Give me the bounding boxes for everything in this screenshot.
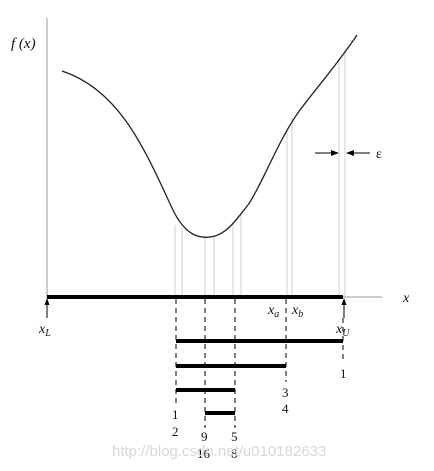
f-x-label: f (x): [11, 36, 36, 52]
iter-label-3: 3: [282, 385, 289, 400]
epsilon-label: ε: [376, 147, 382, 162]
iter-label-1-right: 1: [340, 366, 347, 381]
watermark: http://blog.csdn.net/u010182633: [112, 443, 326, 460]
iter-label-2: 2: [172, 424, 179, 439]
epsilon-right-arrowhead: [346, 150, 354, 156]
iter-label-5: 5: [231, 429, 238, 444]
iter-label-8: 8: [231, 446, 238, 461]
x-a-label: xa: [267, 303, 279, 320]
x-b-label: xb: [291, 303, 303, 320]
x-l-arrowhead: [44, 298, 50, 305]
x-l-label: xL: [38, 322, 51, 339]
function-curve: [61, 34, 358, 238]
guide-lines: [174, 50, 346, 296]
iter-label-4: 4: [282, 401, 289, 416]
iter-label-1: 1: [172, 407, 179, 422]
dashed-lines: [175, 299, 344, 428]
iter-label-9: 9: [201, 429, 208, 444]
x-u-arrowhead: [341, 298, 347, 305]
iter-label-16: 16: [197, 446, 211, 461]
x-axis-label: x: [402, 291, 410, 306]
x-u-label: xU: [335, 322, 350, 339]
epsilon-left-arrowhead: [331, 150, 339, 156]
